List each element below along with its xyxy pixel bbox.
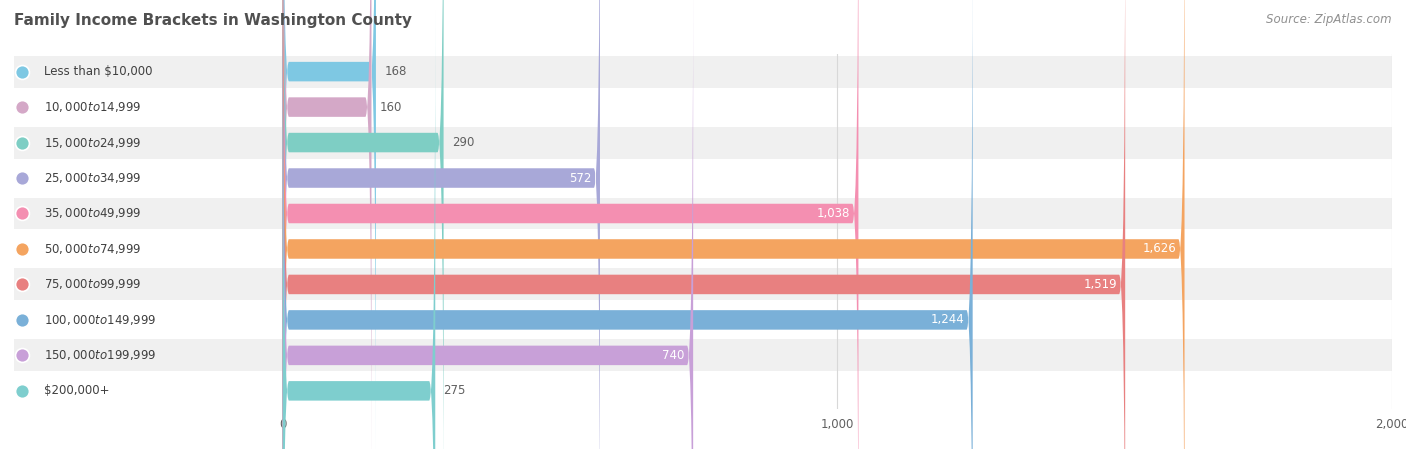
- Text: 290: 290: [451, 136, 474, 149]
- FancyBboxPatch shape: [283, 0, 859, 449]
- Text: $15,000 to $24,999: $15,000 to $24,999: [44, 136, 141, 150]
- Bar: [14, 56, 1392, 88]
- FancyBboxPatch shape: [283, 0, 973, 449]
- Text: 572: 572: [569, 172, 592, 185]
- FancyBboxPatch shape: [283, 0, 600, 449]
- Text: $35,000 to $49,999: $35,000 to $49,999: [44, 207, 141, 220]
- Text: $75,000 to $99,999: $75,000 to $99,999: [44, 277, 141, 291]
- FancyBboxPatch shape: [283, 0, 1184, 449]
- FancyBboxPatch shape: [283, 0, 375, 449]
- FancyBboxPatch shape: [283, 0, 443, 449]
- Text: $100,000 to $149,999: $100,000 to $149,999: [44, 313, 156, 327]
- Bar: [14, 198, 1392, 229]
- Text: 275: 275: [443, 384, 465, 397]
- Bar: [14, 162, 1392, 194]
- Text: 740: 740: [662, 349, 685, 362]
- FancyBboxPatch shape: [283, 0, 371, 449]
- Bar: [14, 269, 1392, 300]
- Text: 1,038: 1,038: [817, 207, 851, 220]
- Text: 1,626: 1,626: [1143, 242, 1177, 255]
- Text: $50,000 to $74,999: $50,000 to $74,999: [44, 242, 141, 256]
- Text: Less than $10,000: Less than $10,000: [44, 65, 152, 78]
- Text: $150,000 to $199,999: $150,000 to $199,999: [44, 348, 156, 362]
- Bar: [14, 127, 1392, 158]
- Bar: [14, 375, 1392, 407]
- Bar: [14, 339, 1392, 371]
- Text: 1,519: 1,519: [1083, 278, 1116, 291]
- Text: 1,244: 1,244: [931, 313, 965, 326]
- Bar: [14, 91, 1392, 123]
- Bar: [14, 304, 1392, 336]
- FancyBboxPatch shape: [283, 10, 436, 449]
- Text: 168: 168: [384, 65, 406, 78]
- FancyBboxPatch shape: [283, 0, 693, 449]
- Text: Source: ZipAtlas.com: Source: ZipAtlas.com: [1267, 13, 1392, 26]
- FancyBboxPatch shape: [283, 0, 1125, 449]
- Text: Family Income Brackets in Washington County: Family Income Brackets in Washington Cou…: [14, 13, 412, 28]
- Bar: [14, 233, 1392, 265]
- Text: $25,000 to $34,999: $25,000 to $34,999: [44, 171, 141, 185]
- Text: $200,000+: $200,000+: [44, 384, 110, 397]
- Text: $10,000 to $14,999: $10,000 to $14,999: [44, 100, 141, 114]
- Text: 160: 160: [380, 101, 402, 114]
